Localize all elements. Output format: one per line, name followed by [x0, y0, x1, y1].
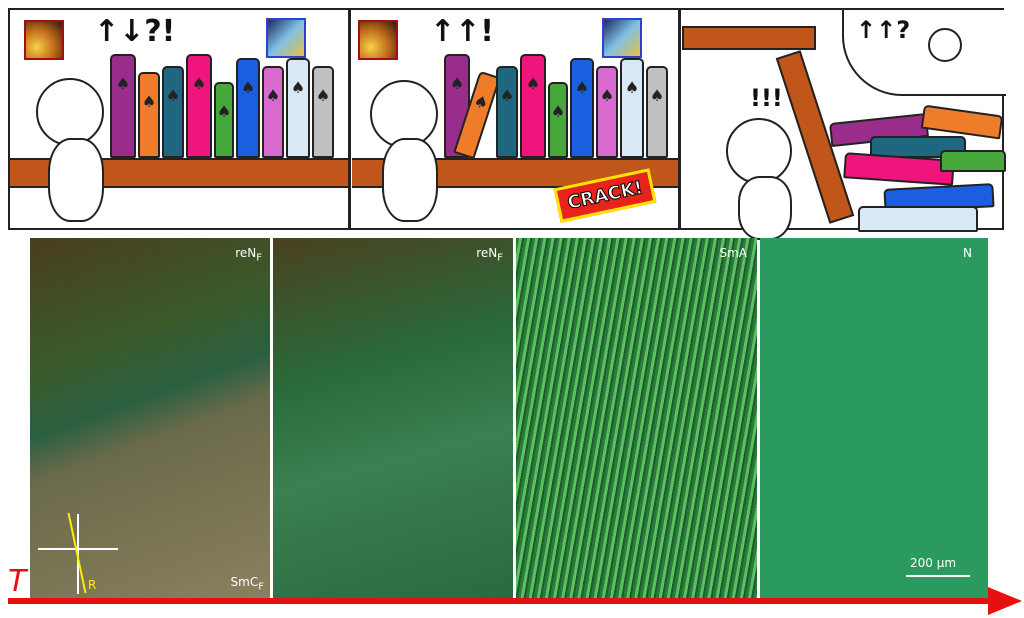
book: [858, 206, 978, 232]
book: ♠: [570, 58, 594, 158]
micrograph-thumbnail: [266, 18, 306, 58]
book: ♠: [312, 66, 334, 158]
phase-subscript: F: [256, 252, 262, 264]
phase-label: SmA: [719, 246, 747, 260]
scale-bar: [906, 575, 970, 577]
stick-figure-body: [48, 138, 104, 222]
micrograph-n: N 200 µm: [760, 238, 988, 598]
book-row: ♠ ♠ ♠ ♠ ♠ ♠ ♠ ♠ ♠: [444, 52, 674, 160]
phase-name: reN: [476, 246, 498, 260]
book: [920, 104, 1004, 140]
micrograph-thumbnail: [358, 20, 398, 60]
micrograph-thumbnail: [24, 20, 64, 60]
rubbing-label: R: [88, 578, 97, 592]
phase-name: SmC: [230, 574, 259, 589]
panel-divider: [678, 10, 681, 228]
panel-divider: [348, 10, 351, 228]
book: ♠: [214, 82, 234, 158]
book: ♠: [646, 66, 668, 158]
secondary-phase-label: SmCF: [231, 575, 264, 592]
stick-figure-head: [36, 78, 104, 146]
book: ♠: [186, 54, 212, 158]
micrograph-renf: reNF: [273, 238, 513, 598]
scale-bar-label: 200 µm: [910, 556, 957, 570]
book: ♠: [596, 66, 618, 158]
phase-label: reNF: [476, 246, 503, 263]
thought-bubble: ↑↑?: [842, 10, 1006, 96]
temperature-arrow: [8, 598, 993, 604]
book: ♠: [520, 54, 546, 158]
stick-figure-body: [738, 176, 792, 240]
exclamation-text: !!!: [750, 84, 783, 112]
stick-figure-head: [928, 28, 962, 62]
book-row: ♠ ♠ ♠ ♠ ♠ ♠ ♠ ♠ ♠: [110, 52, 340, 158]
book: ♠: [236, 58, 260, 158]
arrow-head-icon: [988, 587, 1022, 615]
book: ♠: [548, 82, 568, 158]
micrograph-renf-smcf: reNF SmCF R: [30, 238, 270, 598]
book: ♠: [262, 66, 284, 158]
temperature-label: T: [8, 564, 27, 599]
book: ♠: [620, 58, 644, 158]
exclamation-text: ↑↓?!: [94, 14, 176, 49]
exclamation-text: ↑↑!: [430, 14, 494, 49]
comic-strip: ↑↓?! ♠ ♠ ♠ ♠ ♠ ♠ ♠ ♠ ♠ ↑↑! ♠ ♠ ♠ ♠ ♠ ♠ ♠…: [8, 8, 1006, 240]
stick-figure-body: [382, 138, 438, 222]
book: ♠: [110, 54, 136, 158]
stick-figure-head: [726, 118, 792, 184]
book: ♠: [286, 58, 310, 158]
thought-text: ↑↑?: [856, 16, 911, 44]
fallen-books: [829, 104, 1006, 232]
book: ♠: [162, 66, 184, 158]
book: [940, 150, 1006, 172]
phase-label: reNF: [235, 246, 262, 263]
micrograph-sma: SmA: [516, 238, 757, 598]
phase-label: N: [963, 246, 972, 260]
micrograph-thumbnail: [602, 18, 642, 58]
book: ♠: [496, 66, 518, 158]
broken-shelf: [682, 26, 816, 50]
phase-name: reN: [235, 246, 257, 260]
phase-subscript: F: [258, 581, 264, 592]
stick-figure-head: [370, 80, 438, 148]
phase-subscript: F: [497, 252, 503, 264]
book: ♠: [138, 72, 160, 158]
